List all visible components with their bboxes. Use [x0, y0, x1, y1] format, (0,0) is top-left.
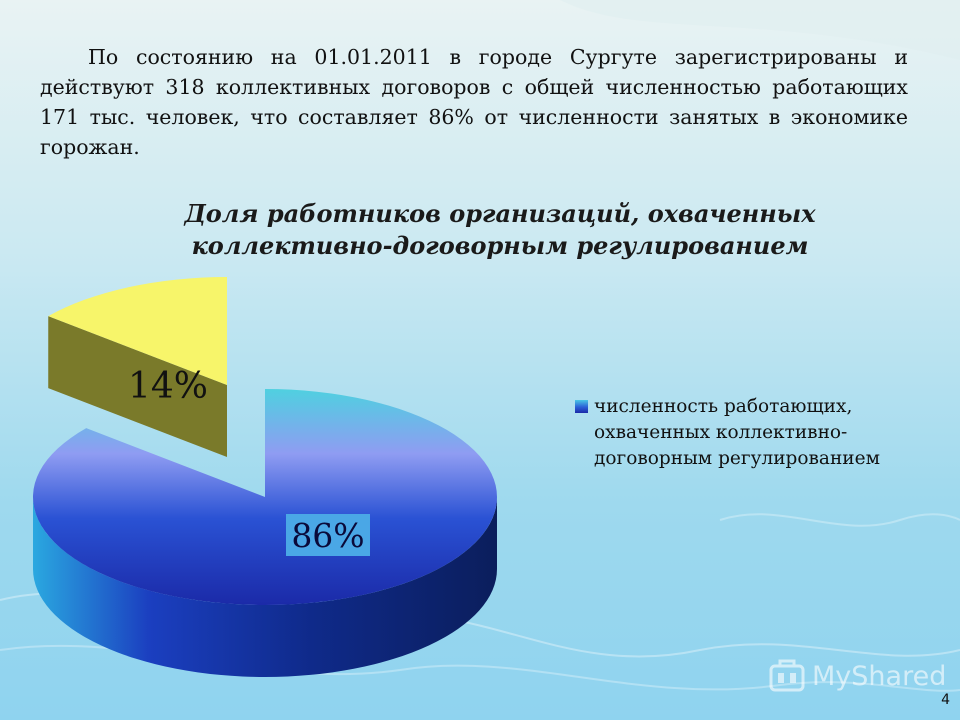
legend-line: численность работающих, — [594, 396, 853, 417]
legend-line: договорным регулированием — [594, 448, 880, 469]
data-label-main: 86% — [291, 516, 364, 555]
pie-slice-side-minor — [48, 316, 227, 457]
chart-title-line-2: коллективно-договорным регулированием — [191, 231, 809, 260]
legend-label: численность работающих, охваченных колле… — [594, 394, 880, 472]
pie-slice-side-main — [33, 497, 497, 677]
intro-paragraph: По состоянию на 01.01.2011 в городе Сург… — [40, 45, 908, 159]
watermark-logo-icon — [769, 659, 805, 692]
watermark-text: MyShared — [812, 660, 947, 692]
legend-line: охваченных коллективно- — [594, 422, 848, 443]
chart-legend: численность работающих, охваченных колле… — [575, 394, 945, 472]
chart-title-line-1: Доля работников организаций, охваченных — [184, 199, 816, 228]
watermark: MyShared — [768, 654, 946, 698]
legend-swatch-icon — [575, 400, 588, 413]
data-label-main-background — [286, 514, 370, 556]
data-label-minor: 14% — [128, 366, 208, 407]
pie-slice-minor — [48, 277, 227, 385]
page-number: 4 — [941, 692, 950, 708]
pie-slice-main — [32, 389, 497, 606]
chart-title: Доля работников организаций, охваченных … — [0, 198, 960, 262]
